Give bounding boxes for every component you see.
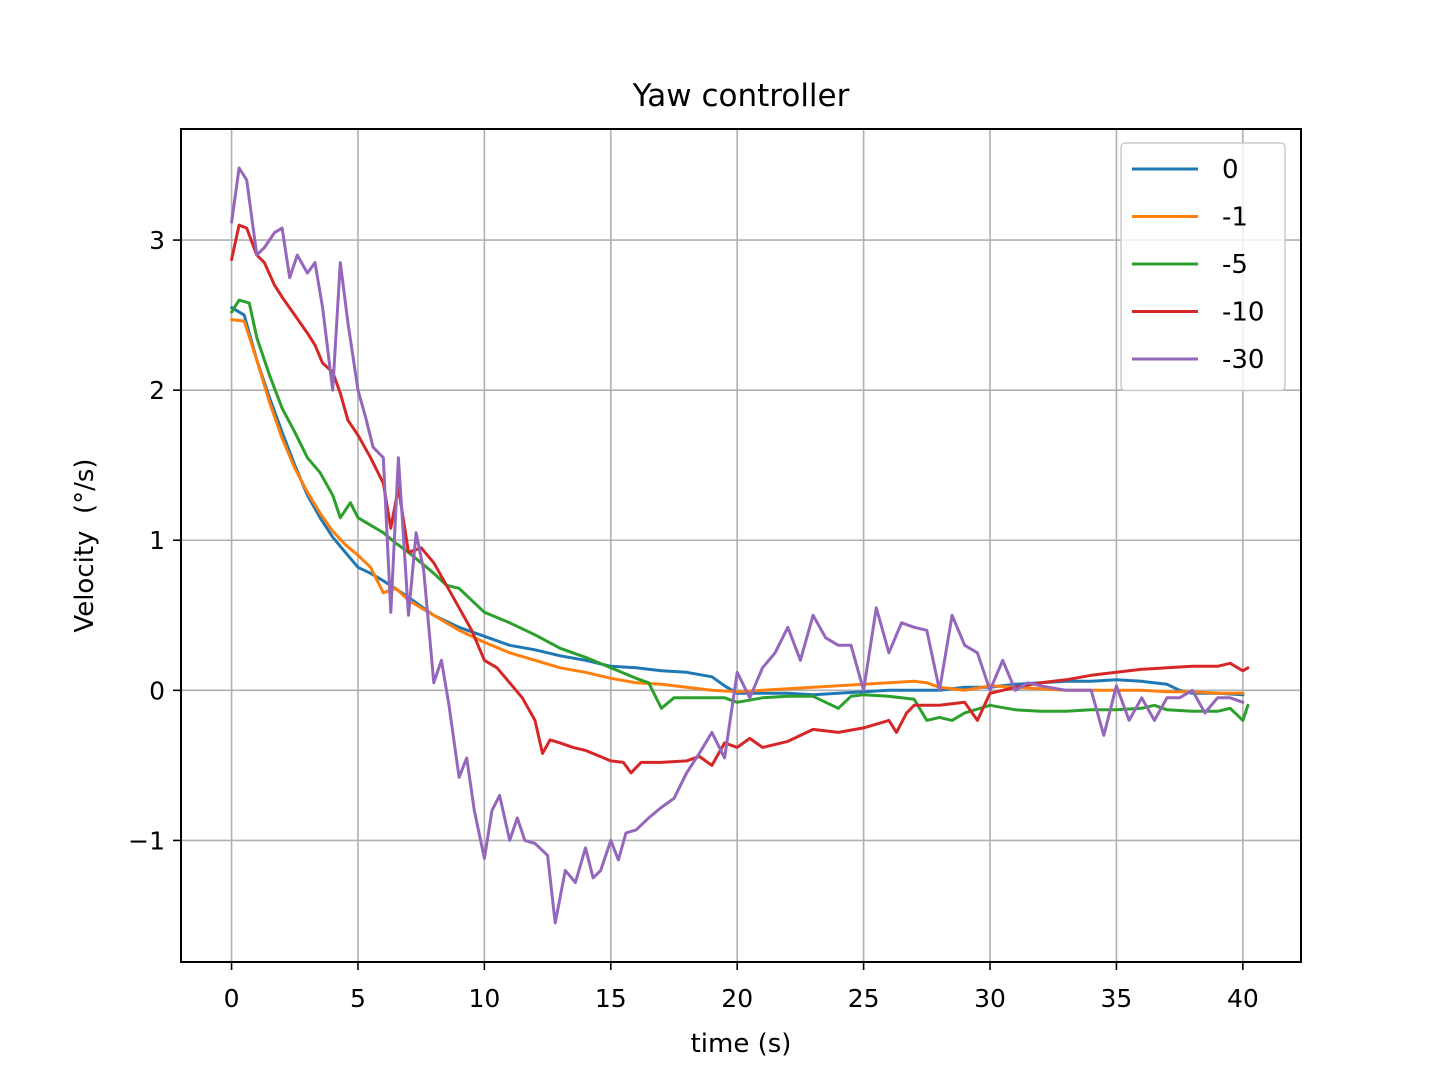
y-tick-label: 1 [149, 526, 165, 555]
x-axis-title: time (s) [691, 1029, 792, 1059]
x-tick-label: 20 [721, 984, 753, 1013]
legend-box [1120, 142, 1286, 392]
x-tick-label: 10 [468, 984, 500, 1013]
legend-label--10: -10 [1222, 298, 1264, 328]
x-tick-label: 0 [224, 984, 240, 1013]
x-tick-label: 15 [595, 984, 627, 1013]
x-tick-label: 30 [974, 984, 1006, 1013]
x-tick-label: 5 [350, 984, 366, 1013]
legend: 0 -1 -5 -10 -30 [1120, 142, 1286, 392]
chart-title: Yaw controller [632, 78, 850, 114]
series-line--10 [230, 223, 1250, 775]
legend-label--1: -1 [1222, 203, 1248, 233]
y-axis-title: Velocity (°/s) [70, 458, 100, 632]
legend-label--5: -5 [1222, 250, 1248, 280]
x-tick-label: 40 [1227, 984, 1259, 1013]
series-line--30 [230, 166, 1245, 925]
y-tick-label: −1 [128, 826, 165, 855]
y-tick-label: 3 [149, 226, 165, 255]
ticks: 0 5 10 15 20 25 30 35 40 −1 0 1 2 3 [128, 226, 1259, 1013]
series-lines [230, 166, 1250, 925]
legend-label-0: 0 [1222, 155, 1239, 185]
y-tick-label: 0 [149, 676, 165, 705]
series-line--5 [230, 298, 1250, 722]
x-tick-label: 35 [1101, 984, 1133, 1013]
series-line--1 [230, 318, 1245, 695]
grid [181, 129, 1301, 962]
y-tick-label: 2 [149, 376, 165, 405]
legend-label--30: -30 [1222, 345, 1264, 375]
x-tick-label: 25 [848, 984, 880, 1013]
plot-frame [180, 128, 1302, 963]
